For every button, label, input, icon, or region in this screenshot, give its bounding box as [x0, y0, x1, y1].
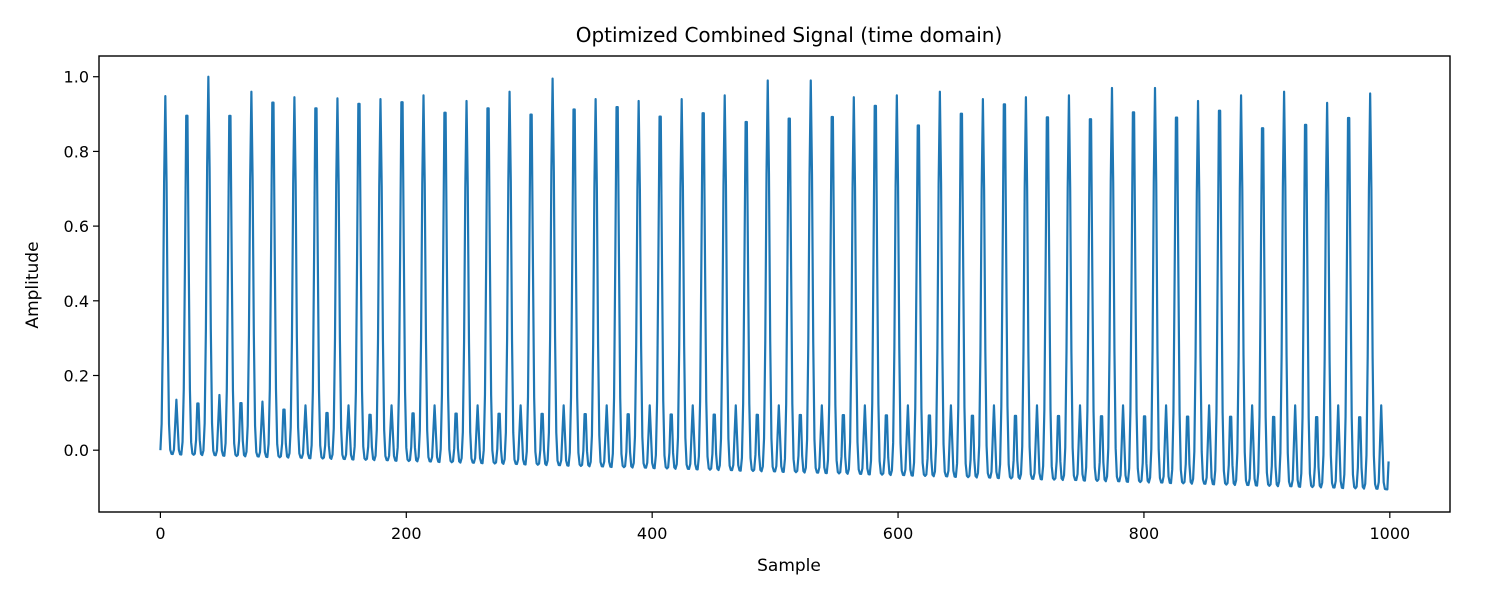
x-axis: 0 200 400 600 800 1000: [155, 512, 1410, 543]
y-tick-label: 0.2: [64, 366, 89, 385]
signal-line: [159, 75, 1390, 491]
plot-area: [98, 55, 1451, 513]
x-axis-label: Sample: [757, 556, 821, 576]
y-tick-label: 0.8: [64, 142, 89, 161]
x-tick-label: 400: [637, 524, 668, 543]
x-tick-label: 1000: [1369, 524, 1410, 543]
y-axis: 0.0 0.2 0.4 0.6 0.8 1.0: [64, 68, 99, 460]
y-axis-label: Amplitude: [23, 241, 43, 328]
y-tick-label: 0.6: [64, 217, 89, 236]
y-tick-label: 0.4: [64, 292, 89, 311]
y-tick-label: 1.0: [64, 68, 89, 87]
x-tick-label: 800: [1129, 524, 1160, 543]
plot-frame: [98, 55, 1451, 513]
y-tick-label: 0.0: [64, 441, 89, 460]
chart-title: Optimized Combined Signal (time domain): [576, 23, 1003, 47]
x-tick-label: 200: [391, 524, 422, 543]
x-tick-label: 0: [155, 524, 165, 543]
x-tick-label: 600: [883, 524, 914, 543]
